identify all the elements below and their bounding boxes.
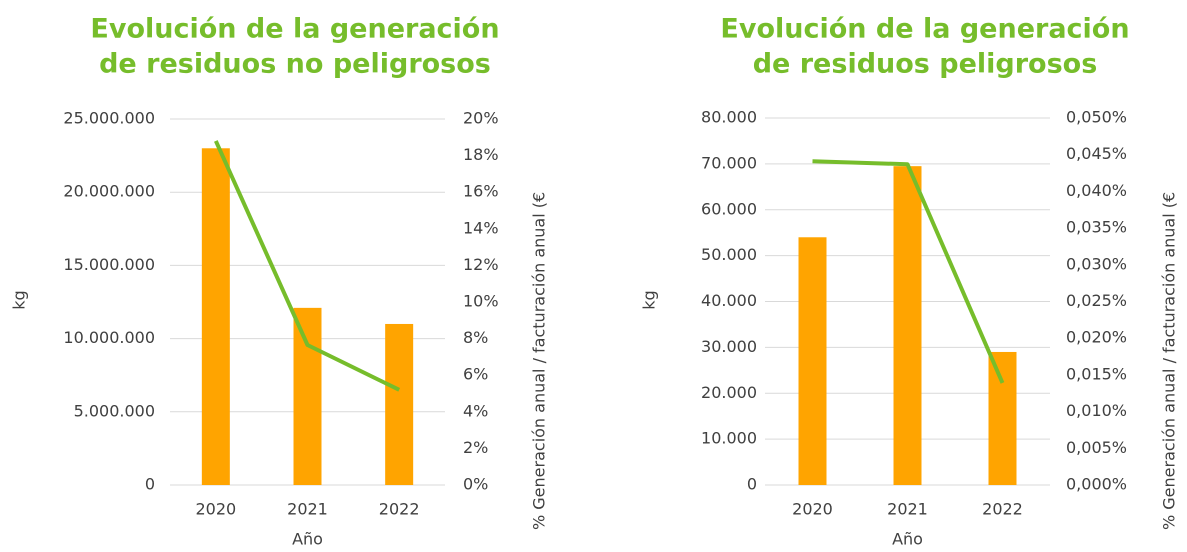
y2-tick-label: 0,040% xyxy=(1066,181,1127,200)
y2-axis-title: % Generación anual / facturación anual (… xyxy=(530,192,549,530)
y-tick-label: 5.000.000 xyxy=(74,401,155,420)
y2-tick-label: 20% xyxy=(463,109,499,128)
y2-tick-label: 12% xyxy=(463,255,499,274)
y-tick-label: 40.000 xyxy=(701,291,757,310)
y2-tick-label: 10% xyxy=(463,292,499,311)
y-tick-label: 60.000 xyxy=(701,199,757,218)
y2-tick-label: 0,015% xyxy=(1066,364,1127,383)
y2-tick-label: 0% xyxy=(463,475,488,494)
x-axis-title: Año xyxy=(892,530,923,549)
x-tick-label: 2022 xyxy=(379,500,420,519)
y2-tick-label: 0,030% xyxy=(1066,254,1127,273)
chart-title: Evolución de la generación xyxy=(90,14,499,45)
y2-tick-label: 0,005% xyxy=(1066,438,1127,457)
y2-tick-label: 0,000% xyxy=(1066,475,1127,494)
y-tick-label: 25.000.000 xyxy=(63,109,155,128)
x-tick-label: 2020 xyxy=(195,500,236,519)
bar xyxy=(201,148,230,485)
y-tick-label: 80.000 xyxy=(701,108,757,127)
y2-tick-label: 0,045% xyxy=(1066,144,1127,163)
y-tick-label: 50.000 xyxy=(701,245,757,264)
y-tick-label: 0 xyxy=(145,475,155,494)
y2-tick-label: 8% xyxy=(463,328,488,347)
bar xyxy=(988,351,1017,485)
y-tick-label: 20.000 xyxy=(701,383,757,402)
y-tick-label: 10.000 xyxy=(701,429,757,448)
y2-tick-label: 0,050% xyxy=(1066,108,1127,127)
bar xyxy=(385,323,414,485)
y-tick-label: 0 xyxy=(747,475,757,494)
y-tick-label: 10.000.000 xyxy=(63,328,155,347)
y2-tick-label: 6% xyxy=(463,365,488,384)
bar xyxy=(893,166,922,485)
chart-title: de residuos no peligrosos xyxy=(99,49,491,80)
line xyxy=(812,159,1005,384)
y2-tick-label: 0,020% xyxy=(1066,328,1127,347)
y-axis-title: kg xyxy=(640,290,659,309)
x-tick-label: 2022 xyxy=(982,500,1023,519)
y-tick-label: 30.000 xyxy=(701,337,757,356)
bar xyxy=(293,307,322,485)
y2-tick-label: 0,010% xyxy=(1066,401,1127,420)
y2-axis-title: % Generación anual / facturación anual (… xyxy=(1160,192,1179,530)
y2-tick-label: 2% xyxy=(463,438,488,457)
y2-tick-label: 14% xyxy=(463,218,499,237)
x-tick-label: 2021 xyxy=(887,500,928,519)
x-tick-label: 2020 xyxy=(792,500,833,519)
y-tick-label: 15.000.000 xyxy=(63,255,155,274)
y-tick-label: 70.000 xyxy=(701,153,757,172)
y-axis-title: kg xyxy=(10,290,29,309)
chart-title: de residuos peligrosos xyxy=(753,49,1098,80)
line xyxy=(214,140,401,392)
y2-tick-label: 0,025% xyxy=(1066,291,1127,310)
chart-title: Evolución de la generación xyxy=(720,14,1129,45)
y2-tick-label: 16% xyxy=(463,182,499,201)
bar xyxy=(798,237,827,485)
y2-tick-label: 0,035% xyxy=(1066,218,1127,237)
x-tick-label: 2021 xyxy=(287,500,328,519)
y-tick-label: 20.000.000 xyxy=(63,182,155,201)
x-axis-title: Año xyxy=(292,530,323,549)
y2-tick-label: 18% xyxy=(463,145,499,164)
y2-tick-label: 4% xyxy=(463,401,488,420)
